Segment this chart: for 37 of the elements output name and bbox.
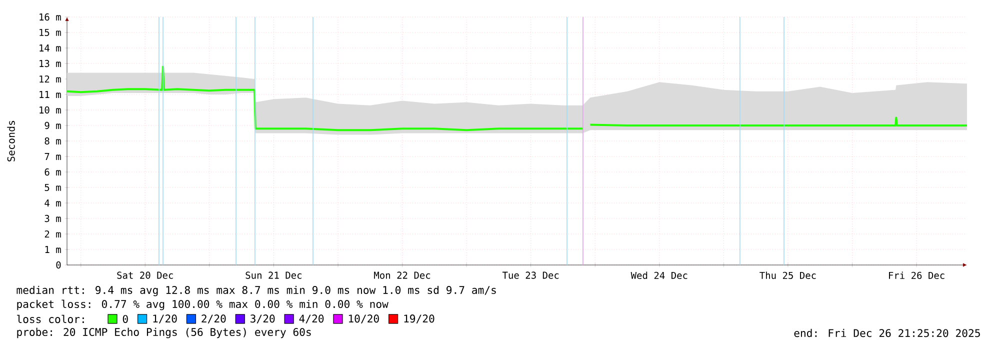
x-tick-label: Sat 20 Dec [117,272,173,279]
y-tick-label: 14 m [40,44,61,52]
y-tick-label: 9 m [44,122,61,130]
legend-label: 10/20 [348,314,379,324]
y-tick-label: 2 m [44,230,61,238]
y-tick-label: 5 m [44,184,61,192]
y-tick-label: 0 [56,261,61,269]
text: packet loss: 0.77 % avg 100.00 % max 0.00 % min 0.00 % now [17,300,388,310]
y-tick-label: 12 m [40,75,61,83]
text: median rtt: 9.4 ms avg 12.8 ms max 8.7 ms min 9.0 ms now 1.0 ms sd 9.7 am/s [16,286,496,296]
y-tick-label: 15 m [40,28,61,36]
y-tick-label: 7 m [44,153,61,160]
x-tick-label: Fri 26 Dec [889,272,944,280]
y-tick-label: 6 m [44,168,61,176]
text: end: Fri Dec 26 21:25:20 2025 [794,328,980,338]
y-axis-title: Seconds [7,120,15,162]
x-tick-label: Sun 21 Dec [246,272,302,279]
x-tick-label: Wed 24 Dec [630,272,688,280]
legend-title: loss color: [17,314,84,324]
y-tick-label: 10 m [40,106,61,114]
legend-label: 4/20 [299,314,324,324]
y-tick-label: 16 m [40,13,61,21]
legend-label: 0 [122,314,128,323]
y-tick-label: 1 m [45,246,61,253]
legend-label: 19/20 [404,314,434,324]
y-tick-label: 13 m [40,60,61,68]
text: probe: 20 ICMP Echo Pings (56 Bytes) every 60s [17,328,311,338]
legend-label: 1/20 [153,314,177,324]
x-tick-label: Tue 23 Dec [502,272,559,279]
x-tick-label: Mon 22 Dec [374,272,430,279]
legend-label: 3/20 [250,314,275,324]
y-tick-label: 4 m [44,200,61,206]
x-tick-label: Thu 25 Dec [760,272,816,280]
legend-label: 2/20 [202,314,226,324]
y-tick-label: 8 m [44,137,61,145]
y-tick-label: 3 m [44,214,61,222]
y-tick-label: 11 m [40,91,61,98]
